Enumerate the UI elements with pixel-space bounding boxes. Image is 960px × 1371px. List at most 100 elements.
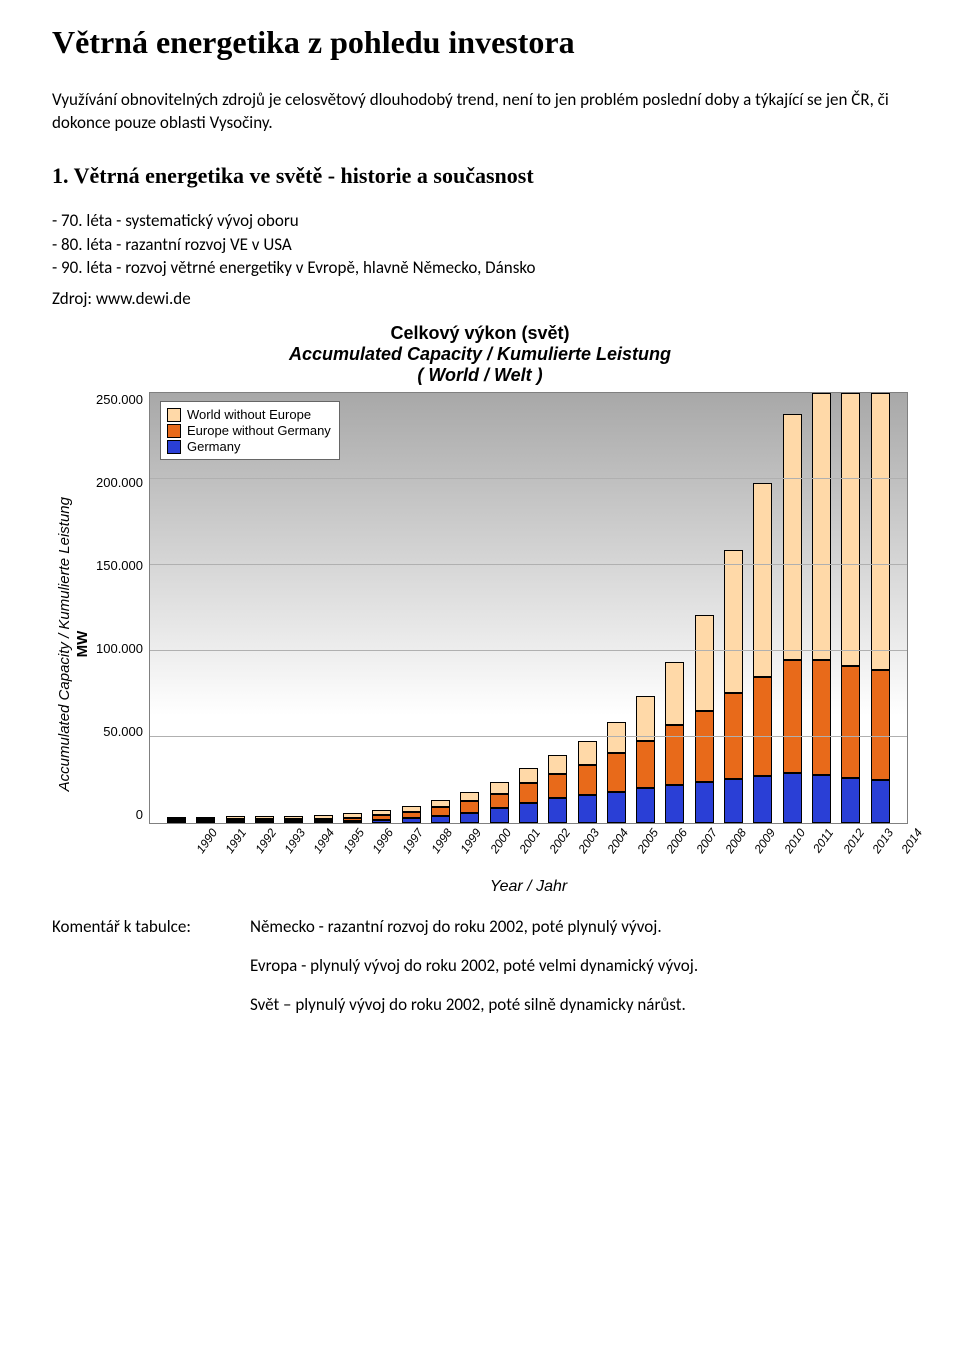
bar-segment	[548, 798, 567, 823]
bar-segment	[607, 753, 626, 792]
y-axis-ticks: 250.000200.000150.000100.00050.0000	[92, 392, 149, 822]
bar-column	[543, 393, 572, 823]
x-tick: 2002	[546, 826, 573, 856]
chart-title-en: Accumulated Capacity / Kumulierte Leistu…	[52, 344, 908, 365]
bar-segment	[812, 660, 831, 775]
bar-column	[660, 393, 689, 823]
x-tick: 1994	[311, 826, 338, 856]
bar-segment	[226, 821, 245, 823]
bar-segment	[490, 794, 509, 808]
bar-column	[426, 393, 455, 823]
x-tick: 2000	[487, 826, 514, 856]
bar-segment	[255, 821, 274, 823]
comment-block: Komentář k tabulce: Německo - razantní r…	[52, 916, 908, 1015]
chart-title-block: Celkový výkon (svět) Accumulated Capacit…	[52, 323, 908, 386]
section-heading: 1. Větrná energetika ve světě - historie…	[52, 163, 908, 189]
bar-column	[778, 393, 807, 823]
bar-column	[719, 393, 748, 823]
bar-segment	[196, 821, 215, 823]
bar-column	[367, 393, 396, 823]
bar-segment	[665, 785, 684, 823]
x-tick: 2011	[810, 826, 836, 855]
bar-segment	[753, 776, 772, 823]
bar-segment	[636, 696, 655, 741]
bar-segment	[431, 800, 450, 807]
bar-segment	[431, 816, 450, 824]
x-tick: 2007	[693, 826, 720, 856]
bar-segment	[841, 666, 860, 778]
bullet-list: - 70. léta - systematický vývoj oboru - …	[52, 209, 908, 280]
bar-segment	[431, 807, 450, 815]
bar-column	[631, 393, 660, 823]
bar-segment	[578, 741, 597, 764]
bar-segment	[695, 782, 714, 823]
x-axis-label: Year / Jahr	[149, 878, 908, 896]
bar-column	[250, 393, 279, 823]
bar-segment	[783, 414, 802, 660]
comment-line: Evropa - plynulý vývoj do roku 2002, pot…	[250, 955, 908, 976]
x-tick: 2013	[869, 826, 896, 856]
y-tick: 250.000	[96, 392, 143, 407]
bullet-item: - 90. léta - rozvoj větrné energetiky v …	[52, 256, 908, 280]
bar-segment	[871, 393, 890, 670]
x-tick: 2009	[752, 826, 779, 856]
bar-segment	[695, 711, 714, 782]
bullet-item: - 80. léta - razantní rozvoj VE v USA	[52, 233, 908, 257]
chart-body: Accumulated Capacity / Kumulierte Leistu…	[52, 392, 908, 896]
x-tick: 2004	[605, 826, 632, 856]
y-axis-label: Accumulated Capacity / Kumulierte Leistu…	[52, 497, 92, 791]
bar-segment	[490, 782, 509, 794]
bar-segment	[812, 775, 831, 823]
y-tick: 100.000	[96, 641, 143, 656]
x-tick: 2010	[781, 826, 808, 856]
x-tick: 1996	[369, 826, 396, 856]
bar-column	[221, 393, 250, 823]
bar-segment	[460, 813, 479, 823]
x-tick: 2008	[722, 826, 749, 856]
bar-column	[572, 393, 601, 823]
bar-segment	[665, 725, 684, 785]
bar-segment	[167, 821, 186, 823]
page-title: Větrná energetika z pohledu investora	[52, 24, 908, 61]
capacity-chart: Celkový výkon (svět) Accumulated Capacit…	[52, 323, 908, 896]
bar-segment	[578, 765, 597, 795]
bar-segment	[871, 670, 890, 780]
bar-column	[836, 393, 865, 823]
chart-title-cz: Celkový výkon (svět)	[52, 323, 908, 344]
bar-column	[484, 393, 513, 823]
bar-column	[162, 393, 191, 823]
bar-column	[514, 393, 543, 823]
x-tick: 1998	[428, 826, 455, 856]
comment-label: Komentář k tabulce:	[52, 916, 232, 1015]
comment-line: Svět – plynulý vývoj do roku 2002, poté …	[250, 994, 908, 1015]
bar-segment	[636, 741, 655, 788]
x-tick: 2014	[899, 826, 926, 856]
bar-segment	[284, 821, 303, 823]
x-tick: 2001	[516, 826, 543, 856]
bar-segment	[753, 677, 772, 776]
bar-segment	[372, 820, 391, 824]
x-tick: 1992	[252, 826, 279, 856]
bar-column	[602, 393, 631, 823]
bar-segment	[460, 801, 479, 812]
bar-segment	[841, 393, 860, 665]
bar-segment	[636, 788, 655, 823]
bar-column	[309, 393, 338, 823]
y-tick: 200.000	[96, 475, 143, 490]
bar-segment	[314, 821, 333, 823]
bar-segment	[607, 792, 626, 824]
bar-segment	[783, 660, 802, 773]
bar-segment	[460, 792, 479, 801]
bar-segment	[519, 803, 538, 824]
bar-column	[397, 393, 426, 823]
bar-segment	[665, 662, 684, 726]
plot-area: World without EuropeEurope without Germa…	[149, 392, 908, 824]
document-page: Větrná energetika z pohledu investora Vy…	[0, 0, 960, 1055]
x-tick: 1991	[222, 826, 249, 856]
x-axis-ticks: 1990199119921993199419951996199719981999…	[161, 824, 896, 874]
x-tick: 1993	[281, 826, 308, 856]
x-tick: 1997	[399, 826, 426, 856]
intro-paragraph: Využívání obnovitelných zdrojů je celosv…	[52, 89, 908, 135]
comment-line: Německo - razantní rozvoj do roku 2002, …	[250, 916, 908, 937]
x-tick: 1995	[340, 826, 367, 856]
